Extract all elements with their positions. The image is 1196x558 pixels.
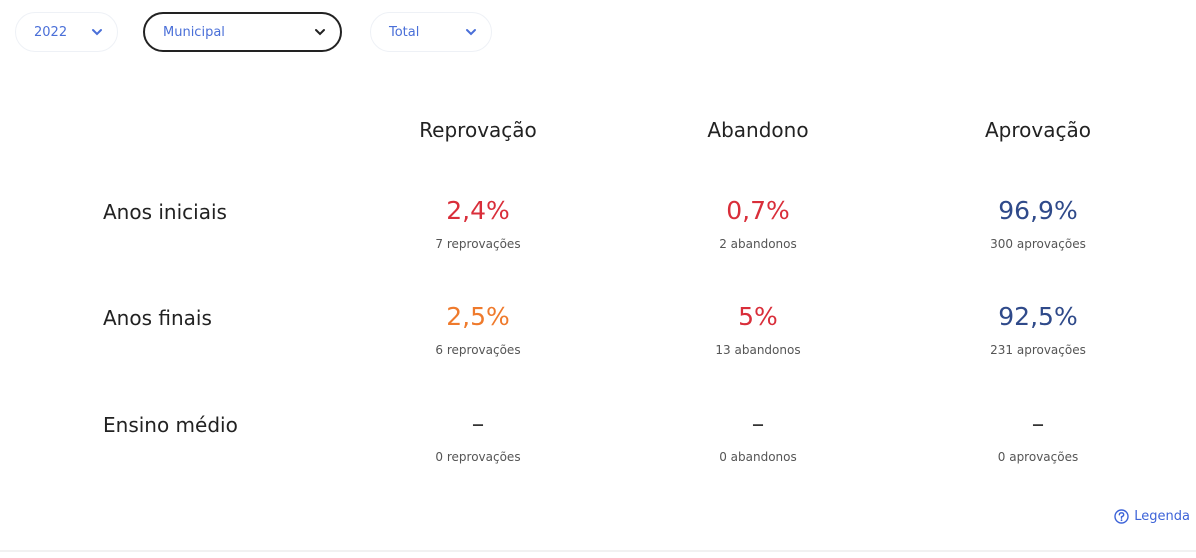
count-detail: 0 aprovações	[997, 450, 1079, 464]
filter-dropdown[interactable]: Total	[370, 12, 492, 52]
column-header: Aprovação	[985, 118, 1091, 142]
chevron-icon	[92, 29, 102, 36]
count-detail: 231 aprovações	[990, 343, 1086, 357]
filter-dropdown[interactable]: 2022	[15, 12, 118, 52]
chevron-icon	[315, 29, 325, 36]
count-detail: 7 reprovações	[435, 237, 521, 251]
rate-value: 2,5%	[446, 302, 510, 331]
rate-value: 2,4%	[446, 196, 510, 225]
count-detail: 13 abandonos	[715, 343, 801, 357]
count-detail: 0 abandonos	[719, 450, 797, 464]
divider	[0, 550, 1196, 552]
rate-value: 92,5%	[998, 302, 1078, 331]
row-label: Anos finais	[103, 306, 212, 330]
rate-value: 96,9%	[998, 196, 1078, 225]
count-detail: 0 reprovações	[435, 450, 521, 464]
legend-link[interactable]: Legenda	[1114, 509, 1190, 524]
chevron-icon	[466, 29, 476, 36]
count-detail: 2 abandonos	[719, 237, 797, 251]
row-label: Ensino médio	[103, 413, 238, 437]
rate-value: –	[1031, 409, 1045, 438]
count-detail: 300 aprovações	[990, 237, 1086, 251]
rate-value: –	[751, 409, 765, 438]
filter-value: 2022	[34, 24, 68, 40]
rate-value: 0,7%	[726, 196, 790, 225]
help-icon	[1114, 509, 1129, 524]
count-detail: 6 reprovações	[435, 343, 521, 357]
filter-value: Municipal	[163, 24, 225, 40]
row-label: Anos iniciais	[103, 200, 227, 224]
filter-dropdown[interactable]: Municipal	[143, 12, 342, 52]
filter-value: Total	[389, 24, 420, 40]
column-header: Reprovação	[419, 118, 537, 142]
column-header: Abandono	[707, 118, 809, 142]
rate-value: –	[471, 409, 485, 438]
rate-value: 5%	[738, 302, 778, 331]
legend-text: Legenda	[1134, 509, 1190, 524]
